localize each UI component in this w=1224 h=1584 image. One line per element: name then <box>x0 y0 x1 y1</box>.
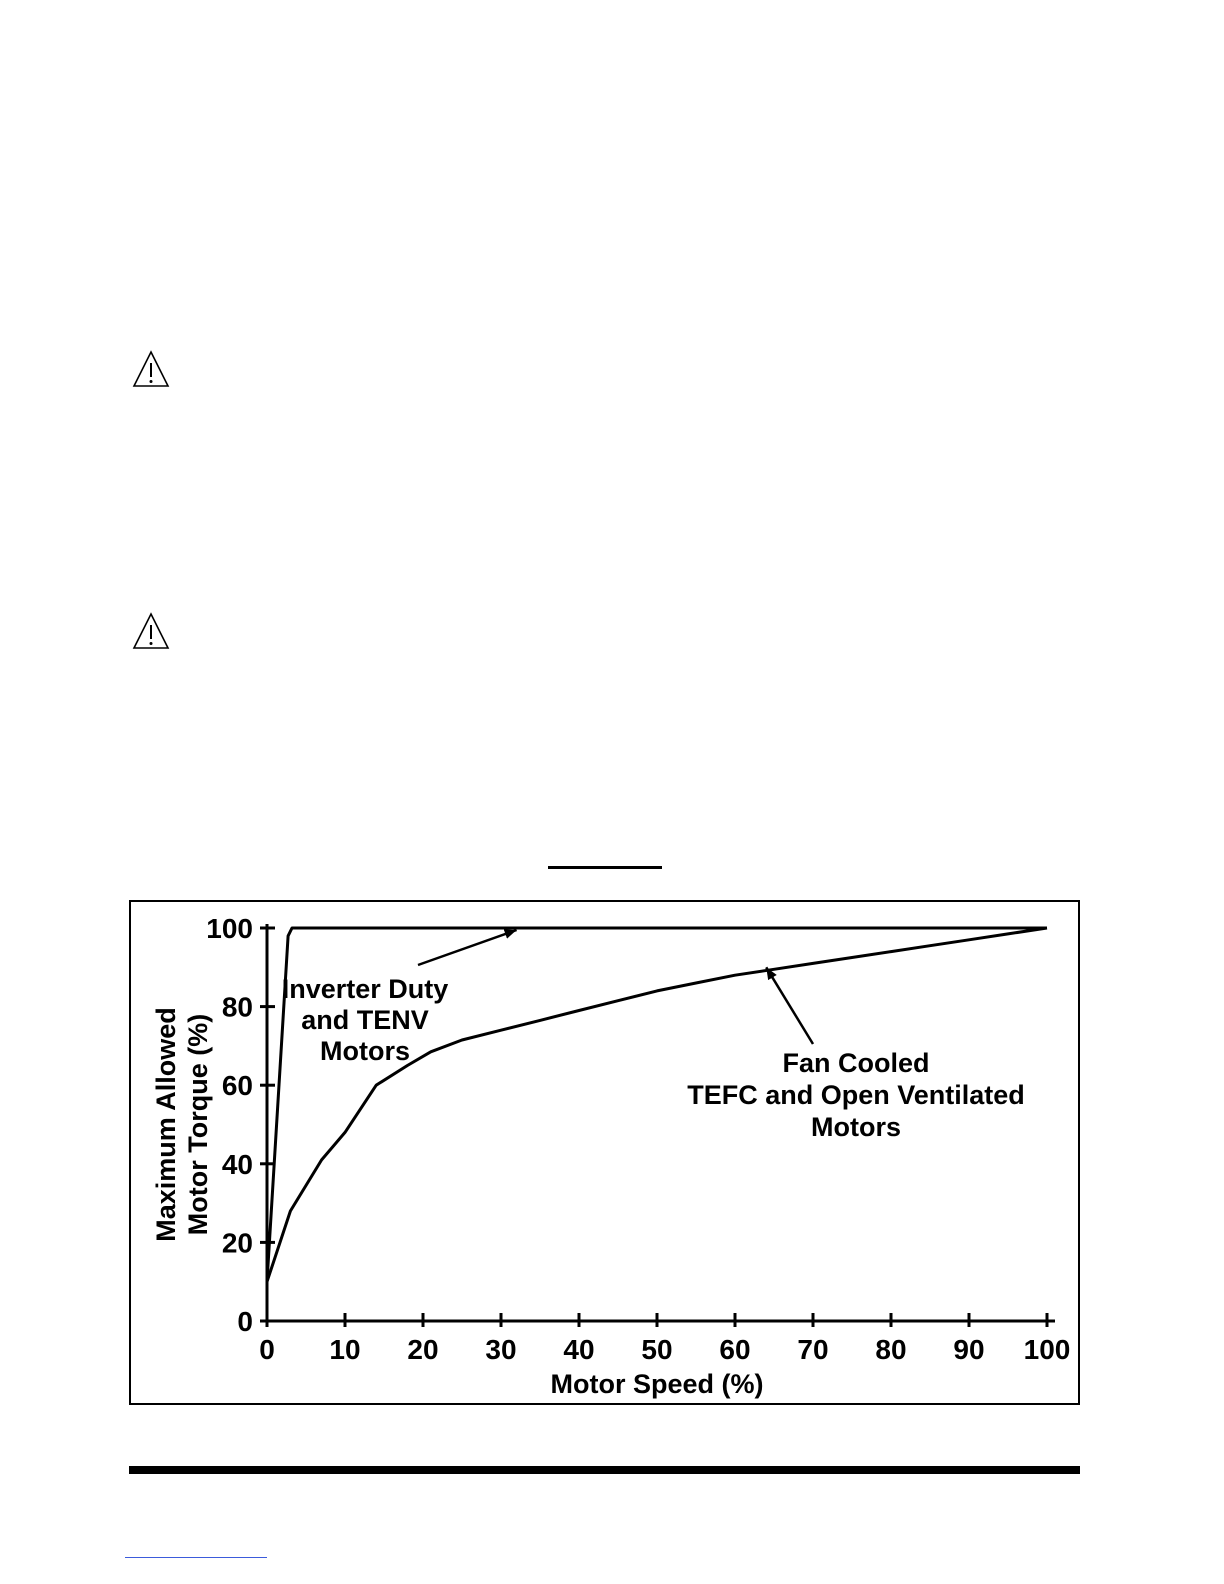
annotation-text-line: Motors <box>811 1112 901 1142</box>
x-tick-label: 10 <box>329 1334 360 1365</box>
x-tick-label: 50 <box>641 1334 672 1365</box>
annotation-text-line: Fan Cooled <box>783 1048 930 1078</box>
x-tick-label: 80 <box>875 1334 906 1365</box>
x-tick-label: 90 <box>953 1334 984 1365</box>
annotation-arrow <box>765 966 815 1045</box>
caption-underline <box>548 866 662 869</box>
x-tick-label: 30 <box>485 1334 516 1365</box>
x-tick-label: 20 <box>407 1334 438 1365</box>
x-tick-label: 100 <box>1024 1334 1071 1365</box>
y-tick-label: 80 <box>222 992 253 1023</box>
axes <box>265 924 1055 1323</box>
x-tick-label: 40 <box>563 1334 594 1365</box>
chart-frame: 0 10 20 30 40 50 60 70 80 90 100 0 20 40 60 80 100 Inver… <box>129 900 1080 1405</box>
footer-link-underline <box>125 1557 267 1558</box>
y-tick-label: 0 <box>237 1306 253 1337</box>
torque-speed-chart: 0 10 20 30 40 50 60 70 80 90 100 0 20 40 60 80 100 Inver… <box>151 913 1070 1399</box>
y-tick-label: 40 <box>222 1149 253 1180</box>
x-axis-label: Motor Speed (%) <box>551 1369 764 1399</box>
y-tick-label: 20 <box>222 1227 253 1258</box>
series-line-2 <box>265 926 1048 1283</box>
annotation-text-line: and TENV <box>301 1005 429 1035</box>
x-tick-label: 70 <box>797 1334 828 1365</box>
series-layer <box>265 926 1048 1283</box>
series-line-1 <box>265 926 1047 1282</box>
y-axis-label-line-2: Motor Torque (%) <box>183 1014 213 1235</box>
warning-icon <box>132 612 170 649</box>
annotation-text-line: TEFC and Open Ventilated <box>687 1080 1025 1110</box>
annotation-text-line: Motors <box>320 1036 410 1066</box>
y-tick-label: 60 <box>222 1070 253 1101</box>
warning-icon <box>132 350 170 387</box>
annotation-text-line: Inverter Duty <box>282 974 449 1004</box>
y-axis-label-line-1: Maximum Allowed <box>151 1007 181 1242</box>
tick-labels: 0 10 20 30 40 50 60 70 80 90 100 0 20 40 60 80 100 <box>206 913 1070 1365</box>
x-tick-label: 0 <box>259 1334 275 1365</box>
footer-rule <box>129 1466 1080 1474</box>
annotation-arrow <box>417 928 518 967</box>
tick-marks <box>260 926 1049 1327</box>
x-tick-label: 60 <box>719 1334 750 1365</box>
y-tick-label: 100 <box>206 913 253 944</box>
